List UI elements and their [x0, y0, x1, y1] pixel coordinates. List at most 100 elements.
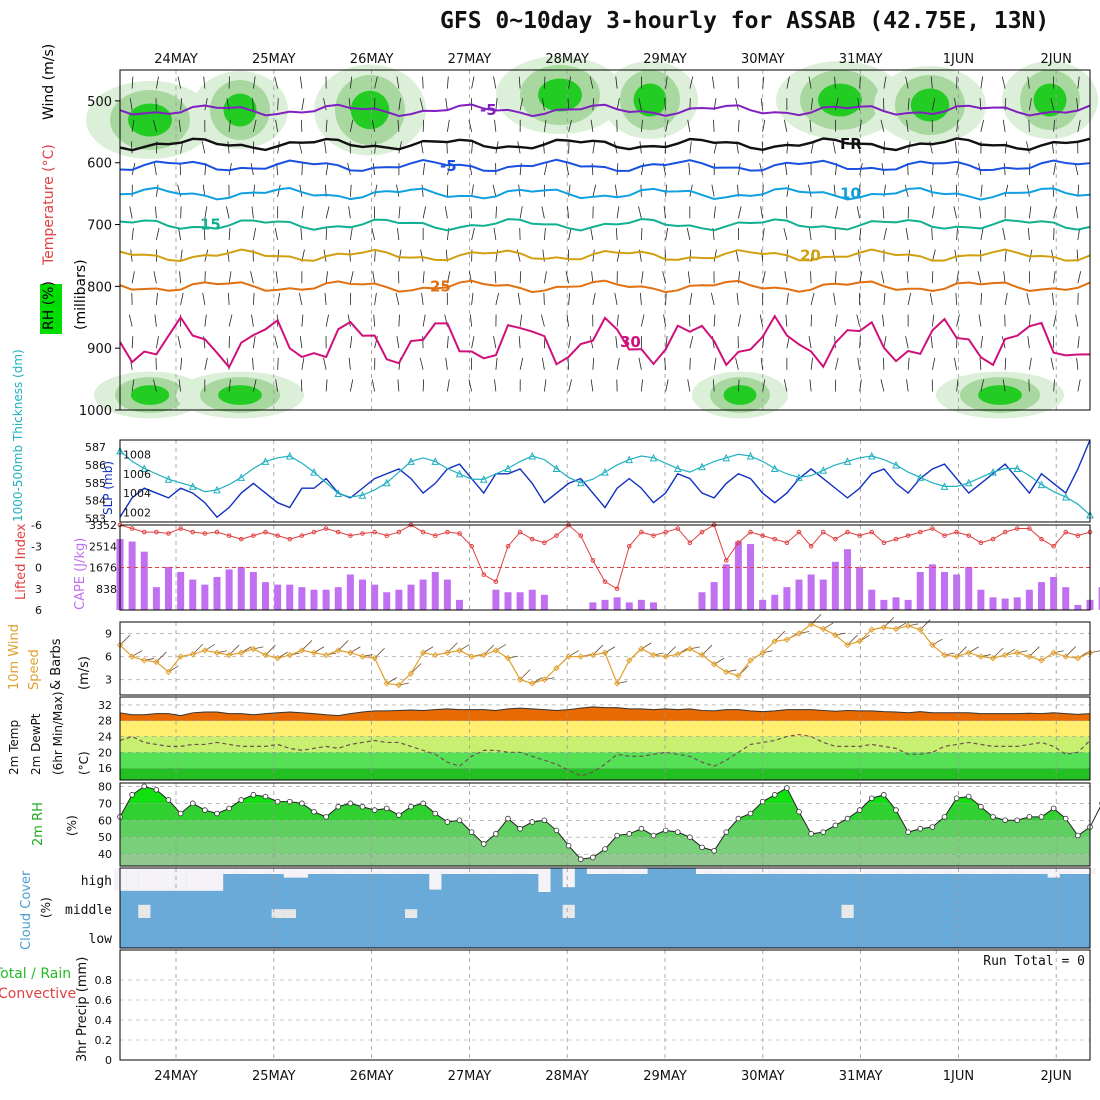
lifted-index-point: [930, 526, 935, 531]
slp-tick-label: 1004: [123, 487, 151, 500]
wind-barb: [567, 98, 570, 111]
wind-speed-point: [359, 653, 366, 660]
wind-barb: [519, 271, 522, 284]
wind-barb: [590, 379, 594, 392]
wind-barb: [906, 379, 909, 392]
wind-barb: [567, 357, 570, 370]
wind-barb: [397, 379, 400, 392]
rh-tick-label: 80: [98, 780, 112, 793]
rh-contour-area: [978, 385, 1022, 405]
wind-barb: [541, 357, 545, 370]
wind-barb: [665, 76, 668, 89]
cape-bar: [140, 551, 148, 610]
high-cloud-gap: [744, 868, 757, 874]
lifted-index-point: [384, 533, 390, 538]
contour-label: 20: [800, 246, 821, 264]
wind-barb: [1028, 119, 1030, 132]
cape-bar: [189, 579, 197, 610]
cape-bar: [880, 599, 888, 610]
lifted-index-point: [978, 540, 984, 546]
rh-point: [577, 856, 584, 863]
wind-barb: [737, 163, 741, 176]
wind-barb: [204, 206, 208, 219]
wind-barb: [783, 119, 788, 132]
wind-barb: [856, 206, 861, 219]
wind-barb: [300, 119, 303, 132]
wind-speed-point: [541, 676, 548, 683]
wind-barb: [592, 357, 595, 370]
wind-barb: [349, 336, 353, 349]
wind-barb: [1004, 249, 1007, 262]
rh-contour-area: [218, 385, 262, 405]
x-tick-label: 24MAY: [154, 1069, 198, 1084]
lifted-index-point: [348, 533, 353, 538]
cape-bar: [795, 579, 803, 610]
wind-barb: [786, 76, 790, 89]
cape-bar: [844, 549, 851, 610]
wind-speed-point: [238, 649, 245, 656]
wind-barb: [471, 184, 474, 197]
cape-bar: [989, 597, 997, 610]
wind-barb: [713, 357, 717, 370]
wind-speed-point: [1062, 653, 1069, 660]
wind-barb: [638, 206, 642, 219]
x-tick-label: 31MAY: [839, 52, 883, 67]
rh-point: [905, 829, 911, 835]
wind-barb: [737, 314, 742, 327]
wind-barb: [180, 206, 182, 219]
wind-speed-point: [128, 653, 136, 660]
wind-barb: [1053, 314, 1057, 327]
high-cloud-gap: [489, 868, 503, 874]
wind-barb: [568, 76, 571, 89]
thickness-point: [576, 478, 585, 487]
high-cloud-gap: [186, 868, 199, 891]
wind-barb: [882, 206, 885, 219]
slp-line: [119, 439, 1091, 519]
wind-barb: [371, 227, 376, 241]
thickness-point: [746, 451, 755, 460]
rh-point: [1050, 805, 1057, 812]
thickness-point: [625, 455, 634, 464]
wind-barb: [980, 379, 984, 392]
rh-contour-area: [818, 83, 862, 117]
wind-speed-point: [601, 649, 609, 656]
high-cloud-gap: [853, 868, 866, 874]
wind-barb: [493, 336, 497, 349]
precip-tick-label: 0: [105, 1054, 112, 1067]
thickness-line: [119, 450, 1091, 516]
x-tick-label: 27MAY: [448, 52, 492, 67]
y-tick-label: 700: [87, 219, 112, 234]
wind-speed-point: [371, 654, 378, 662]
wind-speed-point: [710, 661, 718, 668]
wind-barb: [1003, 271, 1006, 284]
thickness-tick-label: 583: [85, 512, 106, 525]
wind-barb: [833, 292, 836, 305]
wind-barb: [155, 184, 159, 197]
y-tick-label: 1000: [79, 404, 112, 419]
wind-speed-point: [868, 626, 875, 633]
wind-barb: [396, 76, 400, 89]
wind-barb: [907, 249, 911, 262]
wind-barb: [615, 76, 618, 89]
wind-barb: [228, 314, 233, 327]
wind-barb: [1077, 271, 1082, 284]
rh-point: [541, 817, 548, 824]
wind-barb: [712, 379, 715, 392]
wind-barb: [956, 314, 960, 327]
cape-bar: [395, 589, 403, 610]
contour-label: 15: [200, 216, 221, 234]
wind-barb: [856, 314, 861, 327]
wind-speed-point: [335, 647, 342, 654]
rh-point: [626, 831, 633, 837]
wind-barb: [446, 336, 449, 349]
wind-barb: [277, 141, 280, 154]
wind-barb: [859, 379, 862, 392]
temperature-contour: [119, 248, 1091, 263]
wind-barb: [494, 119, 497, 132]
wind-barb: [275, 271, 279, 284]
thickness-point: [285, 451, 294, 460]
low-cloud-layer: [120, 868, 1090, 948]
wind-barb: [832, 249, 836, 262]
rh-point: [1062, 815, 1069, 822]
rh-point: [638, 825, 645, 832]
